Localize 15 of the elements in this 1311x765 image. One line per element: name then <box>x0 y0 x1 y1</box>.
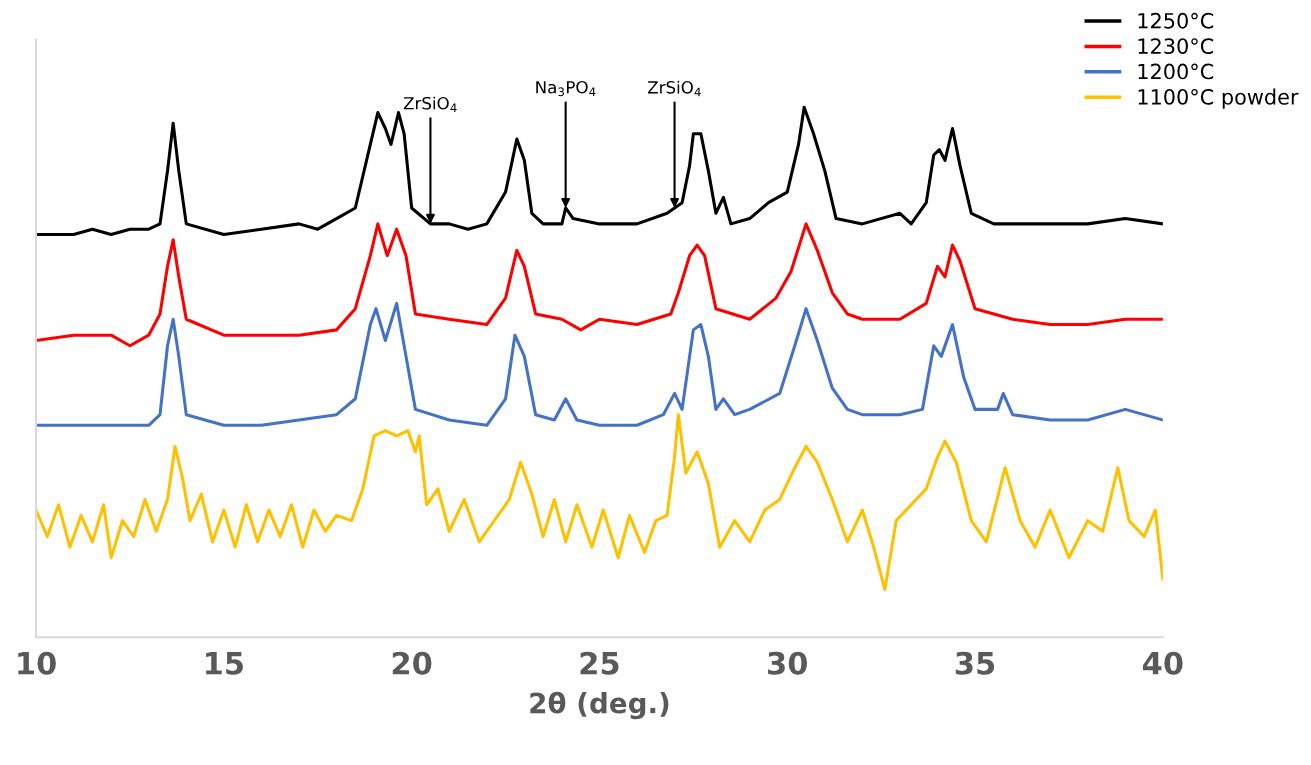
annotation: Na$_{3}$PO$_{4}$ <box>536 80 596 97</box>
legend-label: 1100°C powder <box>1138 88 1299 109</box>
x-tick-label: 30 <box>768 651 808 675</box>
x-tick-label: 40 <box>1142 651 1183 675</box>
legend-label: 1230°C <box>1138 38 1214 54</box>
x-tick-label: 15 <box>206 652 243 675</box>
x-tick-label: 25 <box>580 651 619 675</box>
x-tick-label: 10 <box>18 651 56 675</box>
x-axis-title: 2θ (deg.) <box>530 691 669 720</box>
annotation: ZrSiO$_{4}$ <box>647 80 701 97</box>
legend-label: 1250°C <box>1138 12 1214 29</box>
legend-label: 1200°C <box>1138 63 1214 80</box>
annotation: ZrSiO$_{4}$ <box>403 96 457 113</box>
x-tick-label: 35 <box>955 651 995 675</box>
x-tick-label: 20 <box>392 651 432 675</box>
